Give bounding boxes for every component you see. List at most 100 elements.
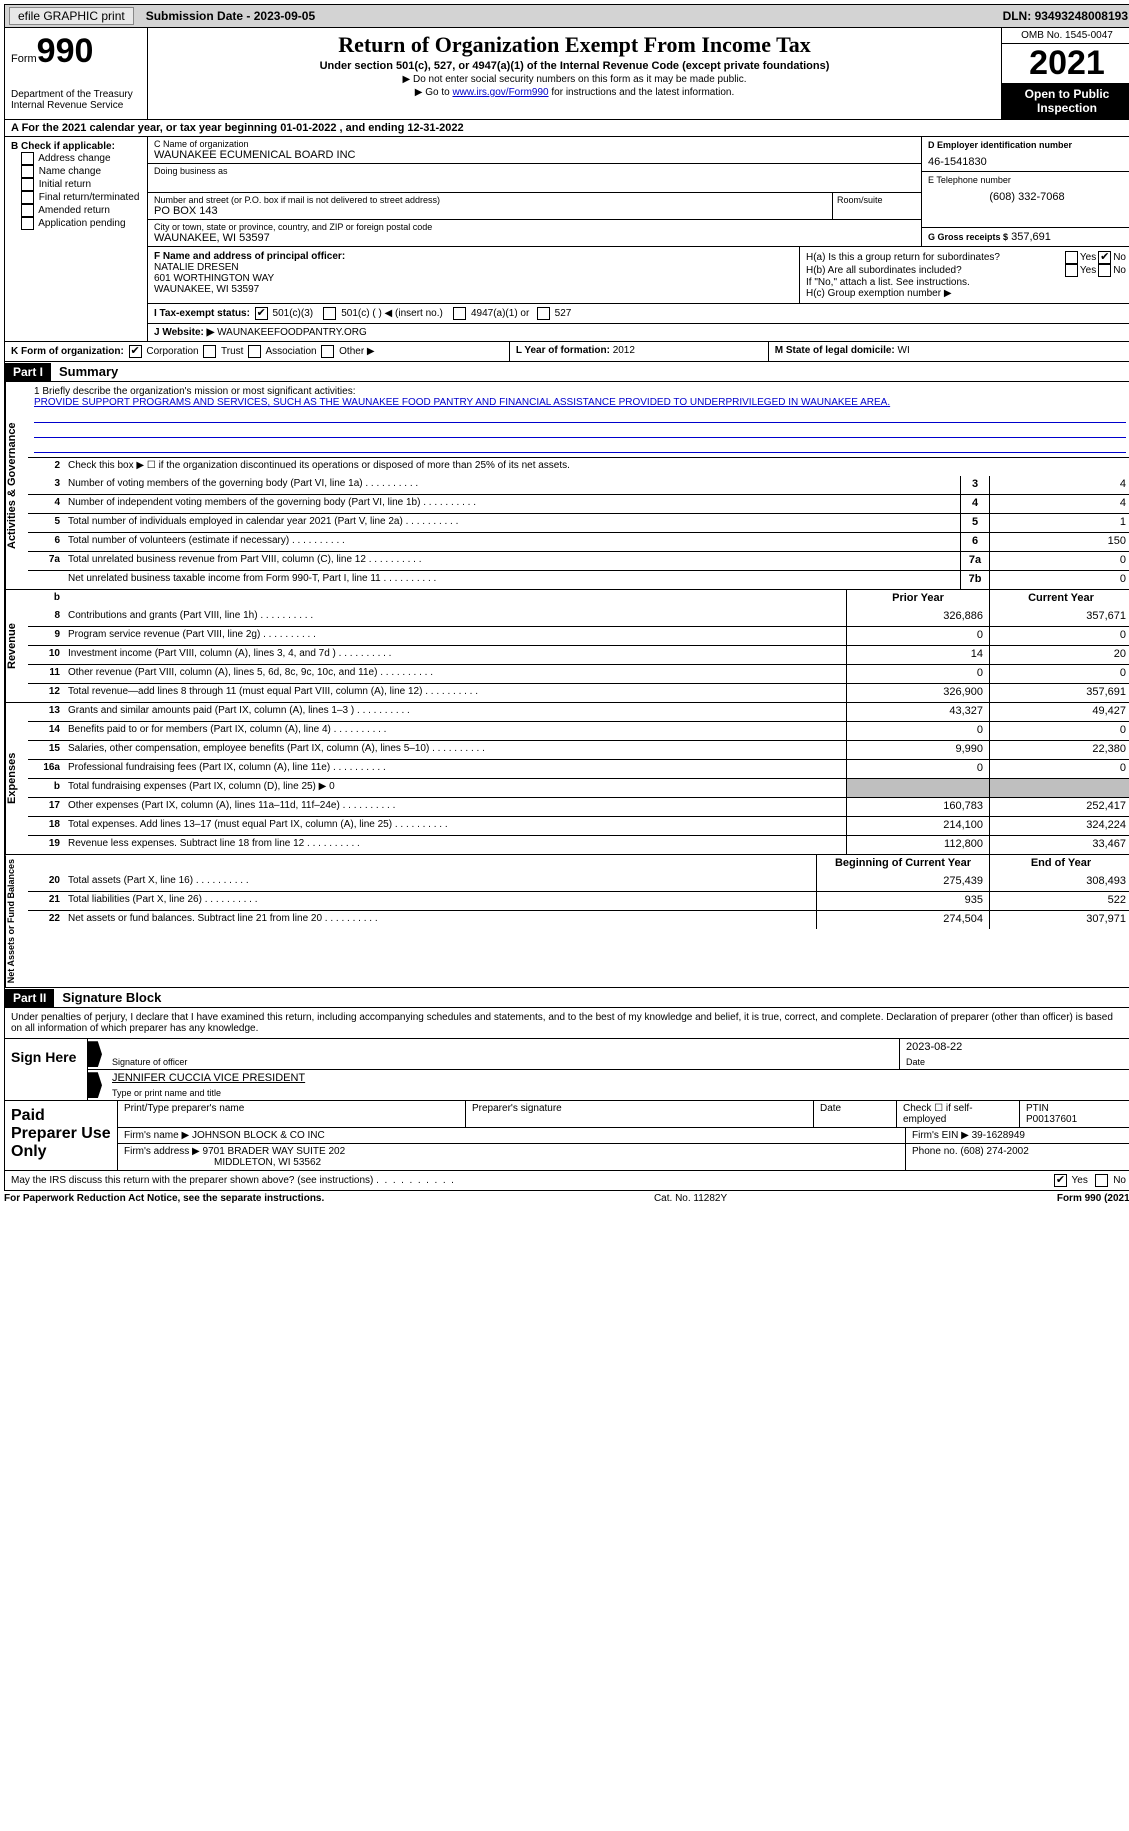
firm-address-row: Firm's address ▶ 9701 BRADER WAY SUITE 2… [118,1144,1129,1170]
firm-addr-label: Firm's address ▶ [124,1146,200,1157]
preparer-date-header: Date [814,1101,897,1127]
firm-name-value: JOHNSON BLOCK & CO INC [192,1130,325,1141]
chk-application-pending-label: Application pending [38,218,125,229]
m-label: M State of legal domicile: [775,345,898,356]
firm-name-label: Firm's name ▶ [124,1130,189,1141]
submission-date: Submission Date - 2023-09-05 [146,9,315,23]
signature-declaration: Under penalties of perjury, I declare th… [4,1008,1129,1039]
governance-lines: 1 Briefly describe the organization's mi… [28,382,1129,589]
discuss-row: May the IRS discuss this return with the… [4,1171,1129,1191]
h-b-yes-checkbox[interactable] [1065,264,1078,277]
part-1-title: Summary [51,362,126,381]
chk-trust[interactable] [203,345,216,358]
chk-name-change[interactable]: Name change [19,165,141,178]
irs-link[interactable]: www.irs.gov/Form990 [452,87,548,98]
lbl-association: Association [265,346,316,357]
chk-4947[interactable] [453,307,466,320]
h-b-no-checkbox[interactable] [1098,264,1111,277]
chk-corporation[interactable] [129,345,142,358]
firm-ein-cell: Firm's EIN ▶ 39-1628949 [906,1128,1129,1143]
chk-501c[interactable] [323,307,336,320]
chk-initial-return[interactable]: Initial return [19,178,141,191]
box-c-left: C Name of organization WAUNAKEE ECUMENIC… [148,137,921,246]
h-a-label: H(a) Is this a group return for subordin… [806,252,1063,263]
line-2: 2Check this box ▶ ☐ if the organization … [28,457,1129,476]
org-name-label: C Name of organization [154,139,915,149]
summary-line-4: 4Number of independent voting members of… [28,494,1129,513]
header-middle: Return of Organization Exempt From Incom… [148,28,1001,119]
page-footer: For Paperwork Reduction Act Notice, see … [4,1191,1129,1206]
gross-receipts-label: G Gross receipts $ [928,232,1008,242]
section-b-to-j: B Check if applicable: Address change Na… [4,137,1129,342]
box-l-year: L Year of formation: 2012 [510,342,769,361]
discuss-no-label: No [1113,1175,1126,1186]
expense-line-15: 15Salaries, other compensation, employee… [28,740,1129,759]
website-value: WAUNAKEEFOODPANTRY.ORG [217,327,367,338]
chk-amended-return[interactable]: Amended return [19,204,141,217]
firm-phone-value: (608) 274-2002 [960,1146,1028,1157]
org-name-box: C Name of organization WAUNAKEE ECUMENIC… [148,137,921,164]
officer-label: F Name and address of principal officer: [154,251,793,262]
street-box: Number and street (or P.O. box if mail i… [148,193,832,219]
lbl-501c: 501(c) ( ) ◀ (insert no.) [341,308,443,319]
expense-line-18: 18Total expenses. Add lines 13–17 (must … [28,816,1129,835]
h-b-label: H(b) Are all subordinates included? [806,265,1063,276]
vlabel-expenses: Expenses [5,703,28,854]
chk-final-return-label: Final return/terminated [39,192,140,203]
chk-address-change[interactable]: Address change [19,152,141,165]
lbl-4947: 4947(a)(1) or [471,308,529,319]
mission-text: PROVIDE SUPPORT PROGRAMS AND SERVICES, S… [34,397,1126,408]
col-c-to-j: C Name of organization WAUNAKEE ECUMENIC… [148,137,1129,341]
box-f-h: F Name and address of principal officer:… [148,247,1129,304]
officer-name: NATALIE DRESEN [154,262,793,273]
chk-application-pending[interactable]: Application pending [19,217,141,230]
tax-year: 2021 [1002,44,1129,83]
chk-501c3[interactable] [255,307,268,320]
mission-box: 1 Briefly describe the organization's mi… [28,382,1129,457]
box-j-website: J Website: ▶ WAUNAKEEFOODPANTRY.ORG [148,324,1129,341]
mission-line-3 [34,440,1126,453]
box-b-title: B Check if applicable: [11,141,141,152]
h-a-no-checkbox[interactable] [1098,251,1111,264]
h-a-no-label: No [1113,252,1126,263]
firm-address-cell: Firm's address ▶ 9701 BRADER WAY SUITE 2… [118,1144,906,1170]
firm-phone-label: Phone no. [912,1146,958,1157]
expense-line-19: 19Revenue less expenses. Subtract line 1… [28,835,1129,854]
h-b-no-label: No [1113,265,1126,276]
discuss-no-checkbox[interactable] [1095,1174,1108,1187]
city-box: City or town, state or province, country… [148,220,921,246]
paid-preparer-right: Print/Type preparer's name Preparer's si… [118,1101,1129,1170]
sig-intro-text: Under penalties of perjury, I declare th… [11,1012,1113,1034]
revenue-header-row: b Prior Year Current Year [28,590,1129,608]
officer-name-label: Type or print name and title [112,1088,1126,1098]
m-value: WI [898,345,910,356]
part-1-badge: Part I [5,363,51,381]
phone-value: (608) 332-7068 [928,191,1126,203]
summary-line-7a: 7aTotal unrelated business revenue from … [28,551,1129,570]
chk-final-return[interactable]: Final return/terminated [19,191,141,204]
chk-other[interactable] [321,345,334,358]
preparer-sig-header: Preparer's signature [466,1101,814,1127]
box-e-phone: E Telephone number (608) 332-7068 [922,172,1129,228]
h-a-yes-checkbox[interactable] [1065,251,1078,264]
box-m-state: M State of legal domicile: WI [769,342,1129,361]
h-c-label: H(c) Group exemption number ▶ [806,288,1126,299]
date-label: Date [906,1057,1126,1067]
sign-here-right: Signature of officer 2023-08-22 Date JEN… [88,1039,1129,1100]
chk-527[interactable] [537,307,550,320]
part-2-title: Signature Block [54,988,169,1007]
chk-amended-return-label: Amended return [38,205,110,216]
chk-association[interactable] [248,345,261,358]
box-d-ein: D Employer identification number 46-1541… [922,137,1129,172]
officer-typed-name: JENNIFER CUCCIA VICE PRESIDENT [112,1072,1126,1088]
vlabel-governance: Activities & Governance [5,382,28,589]
revenue-lines: b Prior Year Current Year 8Contributions… [28,590,1129,702]
sign-here-label: Sign Here [5,1039,88,1100]
sign-here-block: Sign Here Signature of officer 2023-08-2… [4,1039,1129,1101]
discuss-yes-label: Yes [1072,1175,1088,1186]
vlabel-revenue: Revenue [5,590,28,702]
preparer-header-row: Print/Type preparer's name Preparer's si… [118,1101,1129,1128]
discuss-yes-checkbox[interactable] [1054,1174,1067,1187]
l-label: L Year of formation: [516,345,613,356]
form-word: Form [11,53,37,65]
